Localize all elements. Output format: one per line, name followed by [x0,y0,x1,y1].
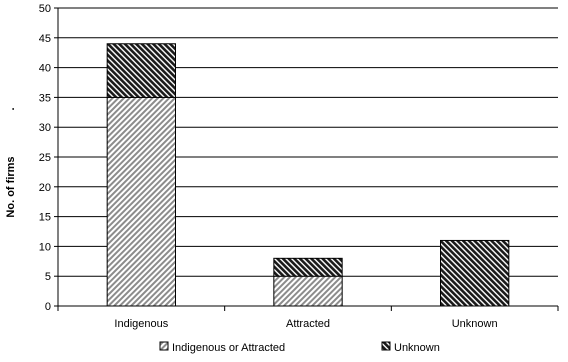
x-tick-label: Unknown [452,318,498,330]
bar-segment-unknown [273,257,343,277]
bar-segment-unknown [440,239,510,307]
y-tick-label: 25 [39,152,51,164]
y-axis-title-group: No. of firms . [5,107,17,217]
bar-segment-unknown [106,43,176,98]
x-tick-labels: Indigenous Attracted Unknown [114,318,497,330]
y-tick-label: 35 [39,92,51,104]
x-tick-label: Indigenous [114,318,168,330]
x-tick-label: Attracted [286,318,330,330]
legend-label: Unknown [394,342,440,354]
y-axis-title: No. of firms [5,156,17,217]
y-tick-label: 30 [39,122,51,134]
y-tick-label: 20 [39,182,51,194]
y-tick-label: 50 [39,3,51,15]
y-axis-title-suffix: . [5,107,17,110]
bars [106,43,510,307]
y-tick-label: 40 [39,63,51,75]
legend-swatch [381,341,391,351]
bar-segment-indigenous-or-attracted [273,275,343,307]
legend-swatch [159,341,169,351]
axes [54,7,559,311]
y-tick-label: 45 [39,33,51,45]
y-tick-label: 10 [39,241,51,253]
y-tick-label: 0 [45,301,51,313]
y-tick-label: 15 [39,212,51,224]
y-tick-labels: 0 5 10 15 20 25 30 35 40 45 50 [39,3,51,313]
legend: Indigenous or Attracted Unknown [159,341,440,354]
legend-label: Indigenous or Attracted [172,342,285,354]
bar-segment-indigenous-or-attracted [106,96,176,307]
y-tick-label: 5 [45,271,51,283]
